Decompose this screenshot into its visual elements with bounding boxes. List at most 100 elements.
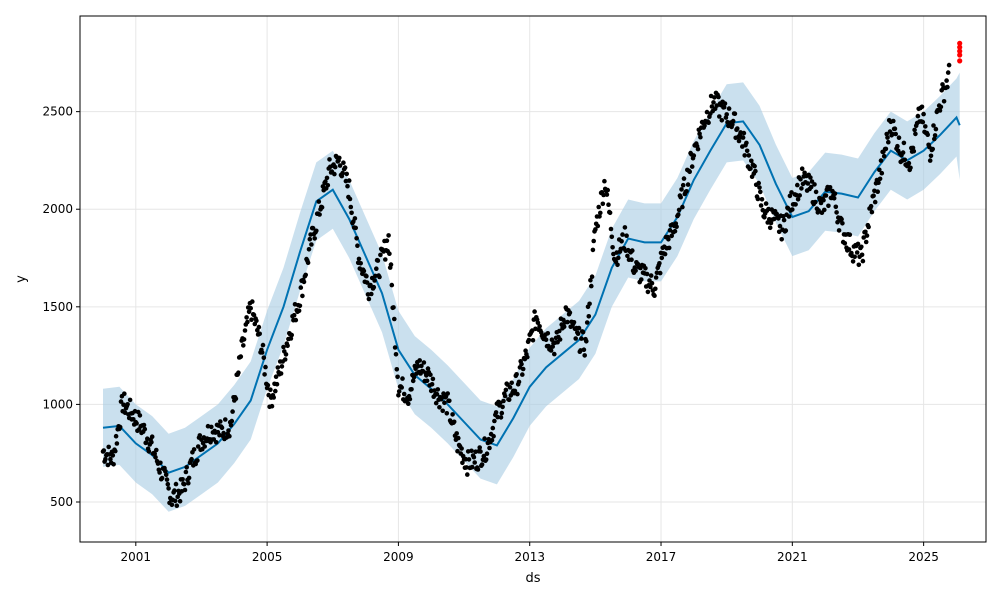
observed-point (859, 244, 864, 250)
y-tick-label: 2000 (42, 202, 73, 216)
observed-point (885, 135, 890, 140)
observed-point (859, 252, 865, 258)
observed-point (758, 189, 763, 195)
observed-point (186, 480, 191, 486)
observed-point (669, 233, 674, 239)
observed-point (740, 135, 746, 140)
observed-point (409, 387, 414, 392)
observed-point (702, 123, 707, 128)
observed-point (680, 204, 685, 210)
observed-point (645, 289, 651, 295)
observed-point (624, 233, 629, 238)
observed-point (406, 401, 411, 407)
observed-point (183, 469, 189, 475)
observed-point (832, 191, 838, 196)
observed-point (945, 84, 950, 90)
observed-point (349, 210, 354, 216)
observed-point (291, 312, 297, 318)
observed-point (316, 199, 322, 204)
observed-point (839, 216, 844, 222)
observed-point (584, 320, 590, 325)
observed-point (137, 413, 143, 418)
observed-point (756, 180, 761, 186)
observed-point (466, 457, 472, 462)
observed-point (582, 353, 587, 358)
observed-point (805, 181, 811, 186)
observed-point (342, 165, 348, 170)
observed-point (471, 454, 477, 460)
observed-point (118, 399, 124, 404)
observed-point (757, 185, 762, 190)
observed-point (502, 393, 508, 399)
observed-point (719, 118, 725, 123)
forecast-line-layer (102, 115, 961, 474)
observed-point (439, 395, 445, 400)
observed-point (816, 208, 821, 213)
observed-point (945, 70, 951, 75)
observed-point (576, 325, 582, 331)
observed-point (549, 337, 555, 343)
highlight-points-layer (957, 40, 963, 64)
observed-point (374, 266, 379, 272)
observed-point (842, 241, 848, 246)
observed-point (548, 348, 554, 353)
observed-point (388, 262, 394, 267)
observed-point (812, 182, 817, 187)
observed-point (759, 197, 765, 202)
observed-point (813, 199, 818, 205)
observed-point (310, 225, 316, 231)
observed-point (920, 119, 926, 125)
observed-point (246, 309, 252, 315)
observed-point (259, 350, 265, 355)
highlight-point (957, 44, 963, 50)
observed-point (938, 104, 944, 110)
observed-point (228, 423, 234, 428)
observed-point (384, 238, 390, 243)
observed-point (790, 207, 795, 212)
observed-point (685, 182, 691, 187)
observed-point (911, 148, 917, 154)
observed-point (571, 320, 577, 325)
observed-point (229, 418, 235, 424)
observed-point (520, 366, 526, 372)
observed-point (108, 456, 113, 462)
observed-point (653, 286, 658, 292)
observed-point (320, 184, 326, 189)
observed-point (236, 370, 241, 376)
observed-point (303, 272, 309, 278)
observed-point (114, 441, 120, 446)
observed-point (391, 305, 396, 310)
observed-point (543, 337, 549, 343)
observed-point (451, 419, 457, 425)
observed-point (827, 185, 833, 190)
observed-point (289, 332, 295, 338)
observed-point (608, 226, 614, 232)
observed-point (442, 400, 447, 406)
observed-point (912, 127, 917, 133)
observed-point (730, 118, 736, 124)
observed-point (648, 273, 654, 278)
observed-point (753, 168, 758, 174)
observed-point (113, 433, 119, 439)
observed-point (113, 448, 118, 454)
observed-point (383, 257, 388, 262)
highlight-point (957, 40, 963, 46)
observed-point (479, 462, 485, 467)
observed-point (590, 247, 596, 253)
observed-point (202, 444, 207, 449)
observed-point (736, 138, 742, 144)
observed-point (746, 153, 752, 158)
observed-point (712, 95, 717, 100)
observed-point (927, 158, 933, 163)
observed-point (366, 296, 372, 302)
observed-point (535, 320, 541, 326)
observed-point (620, 232, 625, 237)
observed-point (752, 163, 757, 169)
plot-frame (79, 15, 987, 543)
observed-point (396, 389, 402, 394)
observed-point (364, 280, 370, 285)
observed-point (881, 153, 887, 159)
observed-point (565, 319, 570, 325)
observed-point (251, 312, 257, 318)
